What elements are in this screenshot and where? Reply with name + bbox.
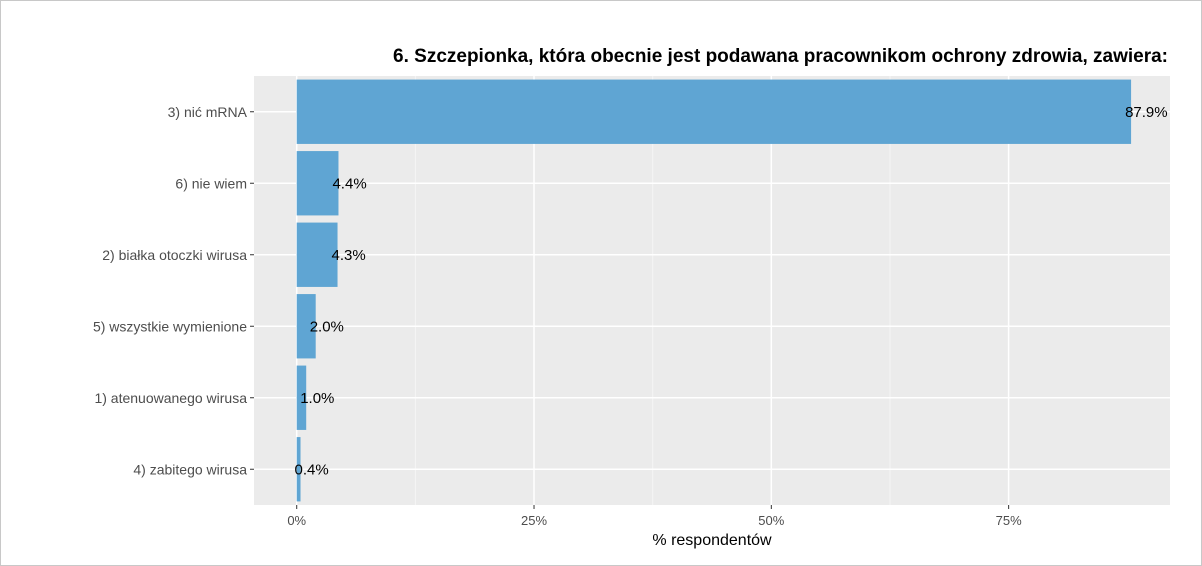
bar (296, 79, 1132, 144)
y-tick-label: 6) nie wiem (175, 175, 247, 191)
bars (296, 79, 1132, 502)
value-label: 2.0% (310, 318, 344, 335)
value-labels: 87.9% 4.4% 4.3% 2.0% 1.0% 0.4% (295, 104, 1168, 479)
x-tick-label: 75% (996, 513, 1022, 528)
y-tick-label: 1) atenuowanego wirusa (94, 390, 247, 406)
bar (296, 294, 316, 359)
bar (296, 151, 339, 216)
x-axis: 0% 25% 50% 75% (287, 505, 1022, 528)
bar (296, 437, 301, 502)
value-label: 87.9% (1125, 104, 1168, 121)
value-label: 0.4% (295, 461, 329, 478)
y-axis: 3) nić mRNA 6) nie wiem 2) białka otoczki … (93, 104, 254, 477)
y-tick-label: 2) białka otoczki wirusa (102, 247, 247, 263)
y-tick-label: 3) nić mRNA (168, 104, 248, 120)
y-tick-label: 5) wszystkie wymienione (93, 318, 247, 334)
value-label: 4.4% (332, 175, 366, 192)
x-tick-label: 25% (521, 513, 547, 528)
grid-lines (254, 76, 1170, 505)
bar (296, 365, 307, 430)
value-label: 4.3% (332, 247, 366, 264)
x-tick-label: 0% (287, 513, 306, 528)
x-tick-label: 50% (758, 513, 784, 528)
chart-title: 6. Szczepionka, która obecnie jest podaw… (393, 46, 1168, 67)
x-axis-title: % respondentów (652, 532, 772, 549)
bar (296, 222, 338, 287)
y-tick-label: 4) zabitego wirusa (133, 461, 247, 477)
plot-panel (254, 76, 1170, 505)
value-label: 1.0% (300, 390, 334, 407)
